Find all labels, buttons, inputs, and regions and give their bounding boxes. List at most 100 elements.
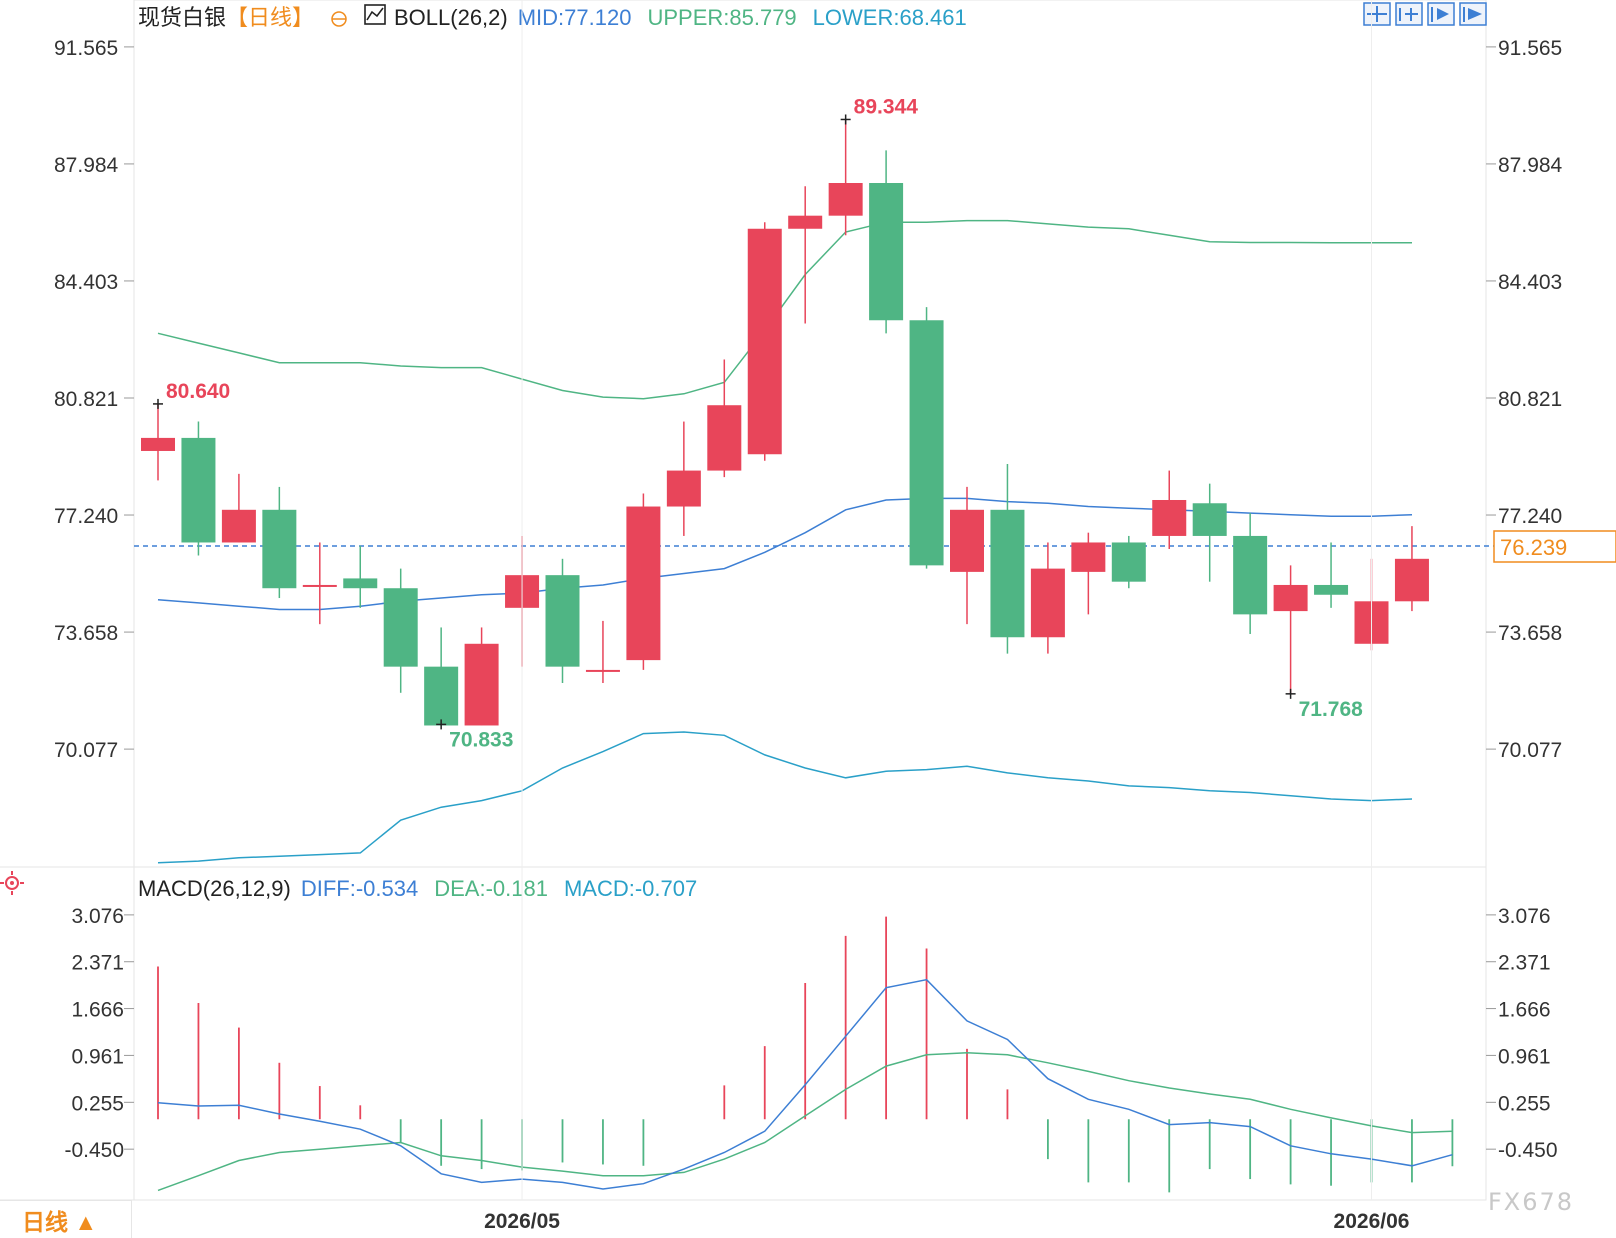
price-tick-left: 84.403: [54, 271, 118, 294]
candle: [1192, 483, 1227, 582]
candle-body: [747, 228, 782, 455]
candle-body: [666, 470, 701, 507]
candle-body: [990, 509, 1025, 638]
macd-tick-right: 0.255: [1498, 1092, 1551, 1115]
candle: [1273, 565, 1308, 694]
candle-body: [626, 506, 661, 661]
boll-label: BOLL(26,2): [394, 5, 508, 30]
candle: [788, 186, 823, 324]
candle: [1233, 513, 1268, 634]
candle: [707, 359, 742, 478]
candle: [828, 119, 863, 236]
candle: [1314, 542, 1349, 608]
step-forward-icon[interactable]: [1459, 2, 1487, 26]
low-label: 71.768: [1299, 698, 1364, 721]
macd-tick-left: 0.961: [71, 1045, 124, 1068]
candle: [990, 464, 1025, 654]
candle: [221, 473, 256, 543]
boll-mid-label: MID:77.120: [518, 5, 632, 30]
candle: [1152, 470, 1187, 550]
price-tick-left: 91.565: [54, 37, 118, 60]
candle-body: [181, 437, 216, 543]
candle: [1111, 535, 1146, 589]
candle-body: [1071, 542, 1106, 572]
candle-body: [1233, 535, 1268, 615]
candle-body: [828, 183, 863, 216]
macd-tick-right: 1.666: [1498, 999, 1551, 1022]
move-icon[interactable]: [1363, 2, 1391, 26]
price-axis: 91.565 91.565 87.984 87.984 84.403 84.403 80.8…: [54, 37, 1563, 762]
price-annotations: 80.640 70.833 89.344 71.768: [153, 95, 1363, 751]
price-tick-left: 80.821: [54, 388, 118, 411]
candle: [464, 627, 499, 726]
candle-body: [1273, 584, 1308, 612]
candle: [262, 486, 297, 599]
candle-body: [1111, 542, 1146, 582]
step-back-icon[interactable]: [1427, 2, 1455, 26]
boll-lower-label: LOWER:68.461: [813, 5, 967, 30]
candle: [1394, 526, 1429, 612]
dea-line: [157, 1052, 1453, 1192]
candle-body: [788, 215, 823, 229]
candle: [1071, 532, 1106, 615]
macd-tick-right: 3.076: [1498, 905, 1551, 928]
price-tick-left: 70.077: [54, 739, 118, 762]
header-line: 现货白银【日线】: [138, 5, 314, 30]
macd-tick-left: 0.255: [71, 1092, 124, 1115]
candle-body: [585, 669, 620, 672]
indicator-line: BOLL(26,2) MID:77.120 UPPER:85.779 LOWER:68…: [394, 5, 967, 30]
macd-diff-label: DIFF:-0.534: [301, 876, 418, 901]
candles: [141, 119, 1429, 726]
macd-tick-right: -0.450: [1498, 1139, 1558, 1162]
candle-body: [141, 437, 175, 451]
low-label: 70.833: [449, 728, 513, 751]
macd-line: MACD(26,12,9) DIFF:-0.534 DEA:-0.181 MACD:-…: [138, 876, 697, 901]
candle: [383, 568, 418, 693]
candle: [909, 307, 944, 569]
candle: [302, 542, 337, 625]
candle: [626, 493, 661, 670]
candle: [1030, 542, 1065, 654]
price-tick-right: 73.658: [1498, 622, 1562, 645]
candle: [181, 421, 216, 556]
candle-body: [343, 578, 378, 589]
candle-body: [464, 643, 499, 726]
indicator-chart-icon[interactable]: [364, 4, 386, 25]
candle: [141, 403, 175, 481]
macd-label: MACD(26,12,9): [138, 876, 291, 901]
candle-body: [707, 405, 742, 471]
macd-tick-left: 2.371: [71, 952, 124, 975]
boll-lower-line: [157, 731, 1413, 864]
candle-body: [1314, 584, 1349, 595]
timeframe-toggle-icon[interactable]: [331, 11, 347, 27]
candle-body: [1152, 499, 1187, 536]
zoom-in-icon[interactable]: [1395, 2, 1423, 26]
timeframe-footer-button[interactable]: 日线 ▲: [0, 1200, 132, 1238]
date-axis: 2026/05 2026/06: [484, 0, 1409, 1233]
candle: [424, 627, 459, 726]
candle: [585, 620, 620, 683]
date-label: 2026/05: [484, 1210, 560, 1233]
candle-body: [909, 320, 944, 566]
price-tick-right: 80.821: [1498, 388, 1562, 411]
macd-settings-icon[interactable]: [0, 871, 24, 895]
candle: [666, 421, 701, 536]
candle-body: [545, 575, 580, 667]
timeframe-selector: 【日线】: [226, 5, 314, 30]
price-tick-left: 73.658: [54, 622, 118, 645]
instrument-title: 现货白银: [138, 5, 226, 30]
diff-line: [157, 978, 1453, 1190]
macd-plot: [157, 916, 1454, 1193]
price-tick-left: 77.240: [54, 505, 118, 528]
price-tick-right: 91.565: [1498, 37, 1562, 60]
high-label: 89.344: [854, 95, 919, 118]
candle: [950, 486, 984, 625]
price-tick-left: 87.984: [54, 154, 119, 177]
boll-bands: [157, 219, 1413, 864]
price-tick-right: 70.077: [1498, 739, 1562, 762]
price-tick-right: 84.403: [1498, 271, 1562, 294]
candle: [747, 222, 782, 461]
candle-body: [262, 509, 297, 589]
boll-upper-label: UPPER:85.779: [647, 5, 796, 30]
